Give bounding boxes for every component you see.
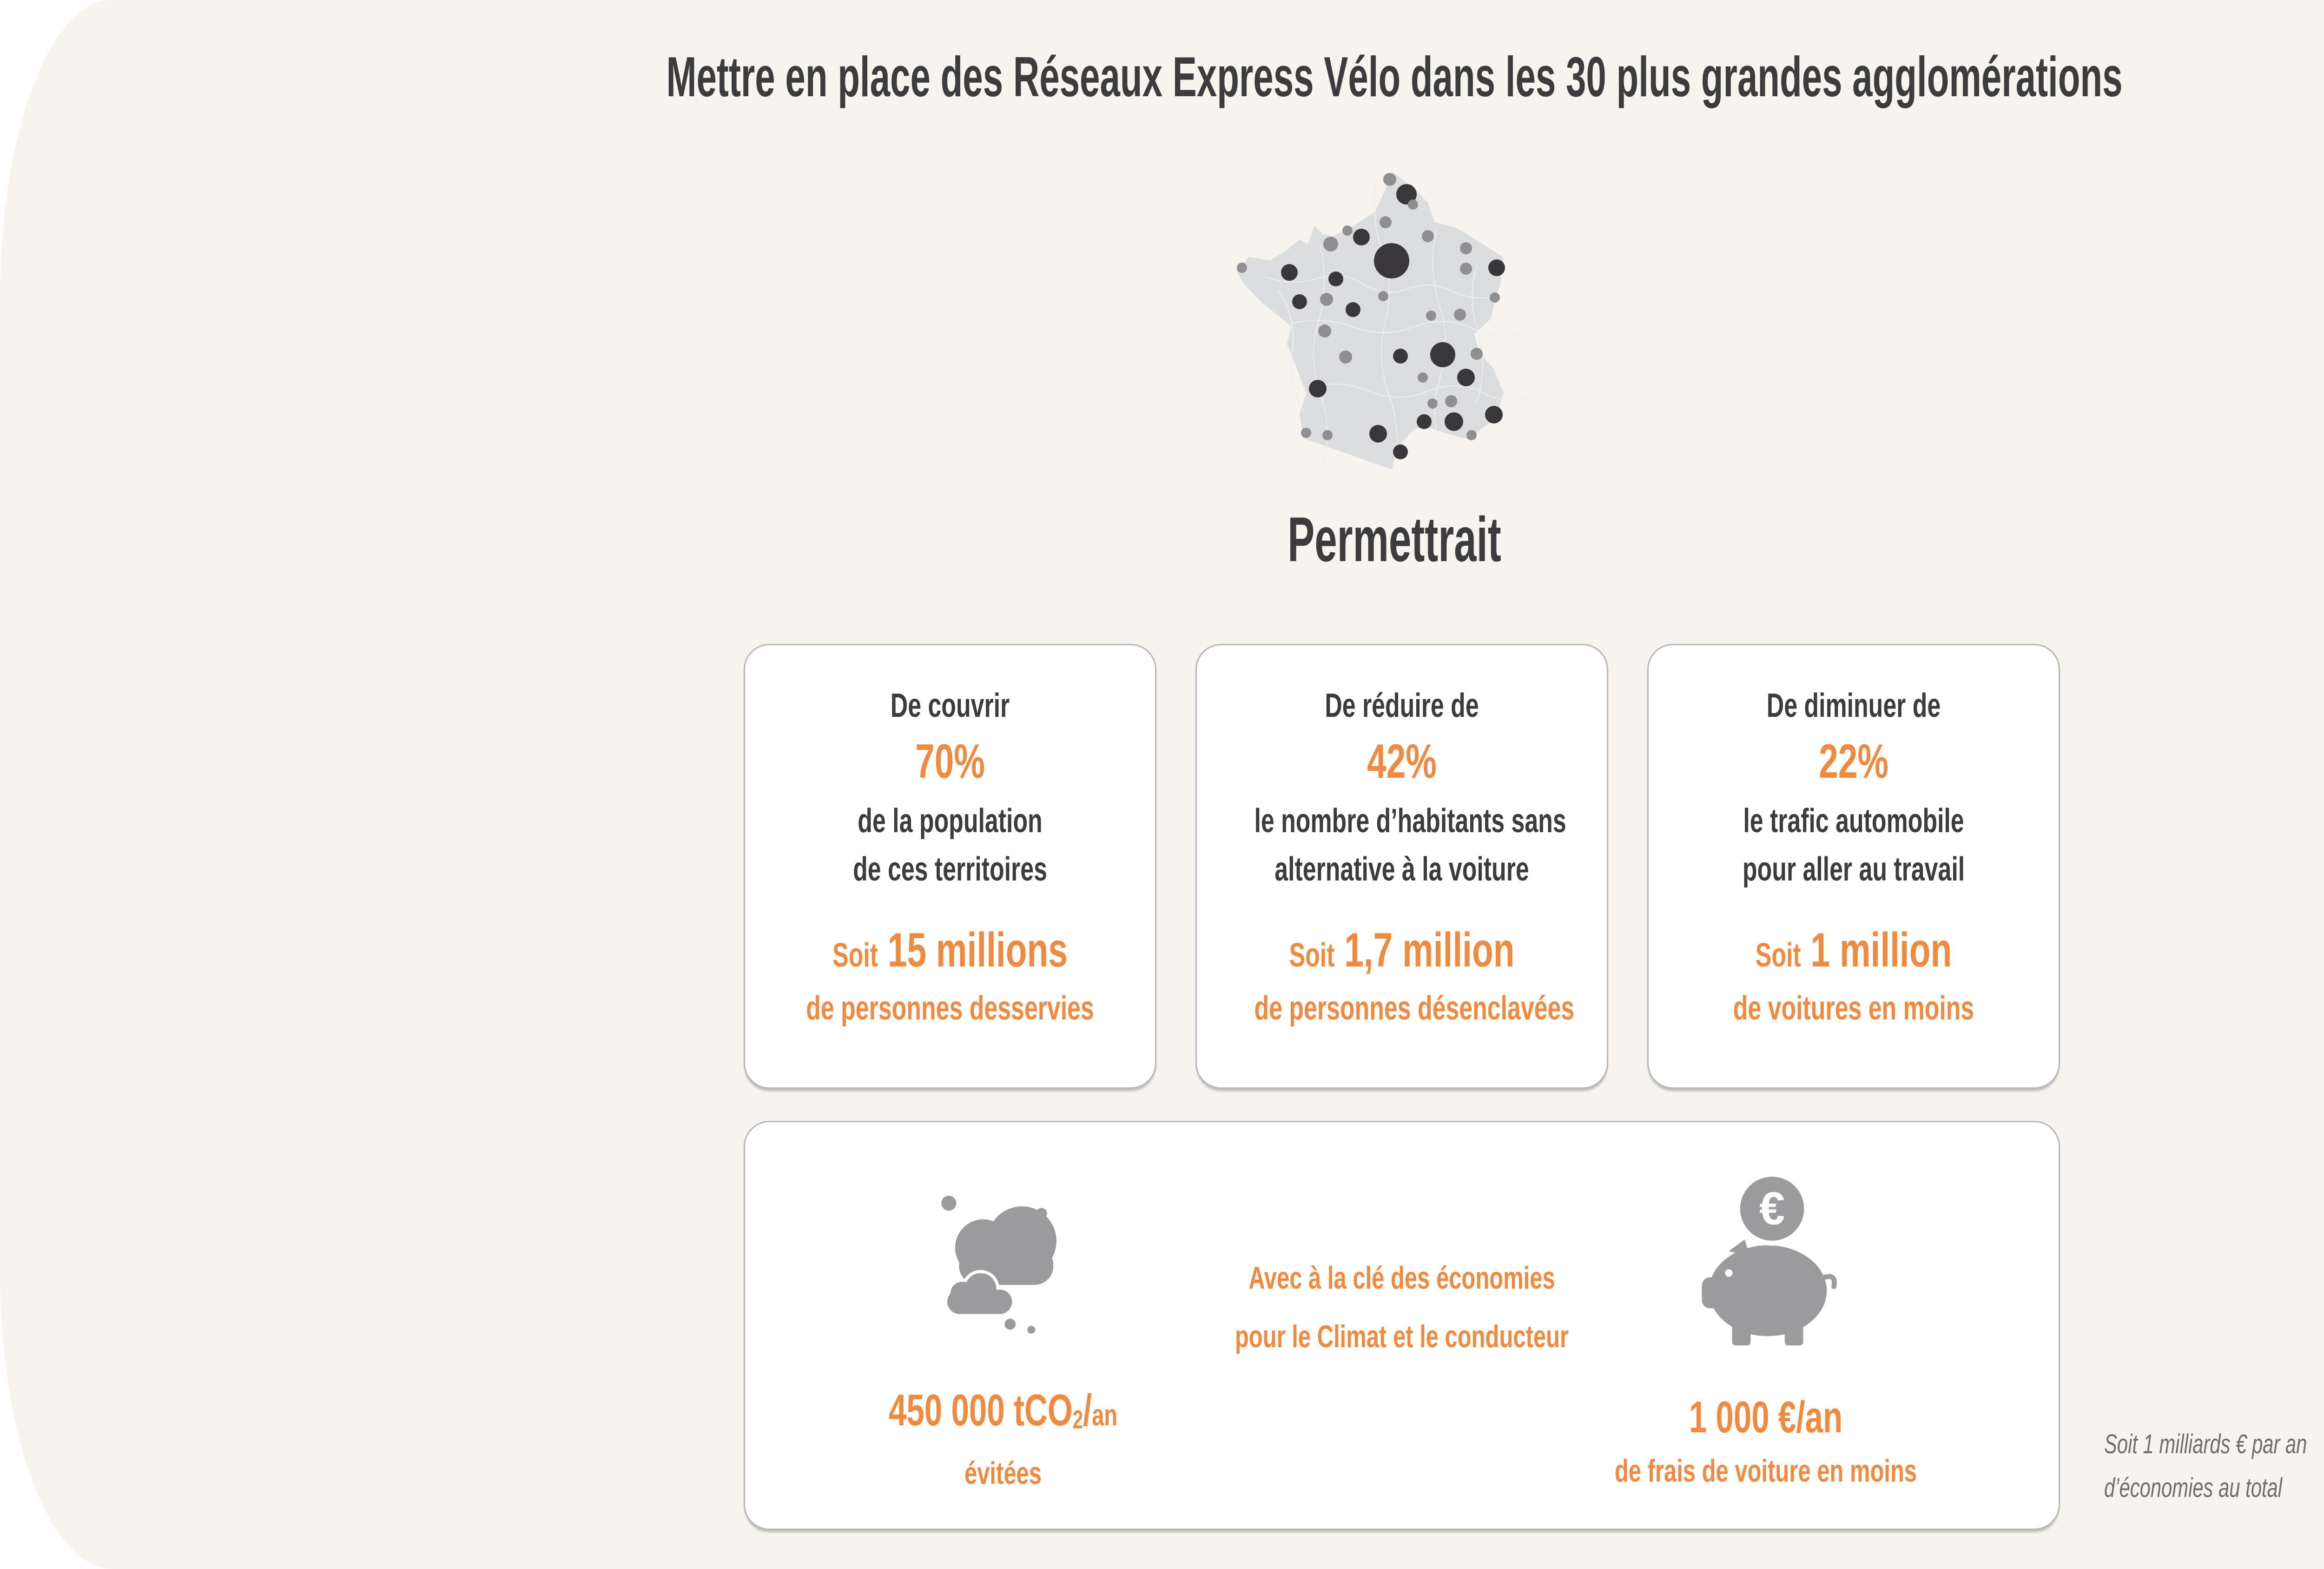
france-outline: [1236, 172, 1504, 470]
city-dot: [1237, 263, 1247, 273]
card-soit-desc: de voitures en moins: [1733, 990, 1974, 1027]
money-column: € 1 000 €/an de frais de voiture en moin…: [1533, 1122, 1998, 1492]
co2-desc: évitées: [964, 1455, 1042, 1491]
city-dot: [1393, 349, 1408, 364]
france-map: [1236, 170, 1530, 477]
soit-prefix: Soit: [1755, 937, 1801, 974]
city-dot: [1488, 259, 1505, 276]
city-dot: [1393, 444, 1408, 459]
city-dot: [1301, 428, 1311, 438]
card-soit-desc: de personnes désenclavées: [1254, 990, 1575, 1027]
city-dot: [1383, 173, 1396, 186]
city-dot: [1417, 414, 1432, 429]
city-dot: [1323, 237, 1338, 252]
city-dot: [1318, 324, 1331, 338]
department-borders: [1264, 183, 1530, 468]
soit-prefix: Soit: [832, 937, 878, 974]
city-dot: [1408, 199, 1418, 210]
page-title: Mettre en place des Réseaux Express Vélo…: [666, 45, 2123, 108]
card-soit-desc: de personnes desservies: [806, 990, 1094, 1027]
city-dot: [1460, 242, 1472, 254]
map-dots: [1237, 173, 1505, 459]
economy-card: 450 000 tCO2/an évitées Avec à la clé de…: [744, 1121, 2060, 1530]
soit-prefix: Soit: [1289, 937, 1335, 974]
city-dot: [1353, 229, 1370, 245]
city-dot: [1322, 430, 1333, 440]
footnote-line2: d’économies au total: [2104, 1473, 2283, 1503]
city-dot: [1426, 311, 1436, 321]
city-dot: [1369, 425, 1387, 443]
city-dot: [1418, 372, 1428, 383]
city-dot: [1292, 294, 1307, 309]
city-dot: [1281, 264, 1298, 281]
card-desc: alternative à la voiture: [1274, 851, 1529, 888]
card-desc: pour aller au travail: [1742, 851, 1965, 888]
card-intro: De réduire de: [1325, 687, 1479, 724]
city-dot: [1466, 430, 1477, 440]
footnote-line1: Soit 1 milliards € par an: [2104, 1429, 2307, 1459]
footnote: Soit 1 milliards € par an d’économies au…: [2104, 1423, 2324, 1510]
city-dot: [1445, 412, 1463, 431]
money-desc: de frais de voiture en moins: [1614, 1453, 1917, 1489]
permettrait-heading: Permettrait: [1287, 504, 1501, 575]
city-dot: [1346, 302, 1360, 317]
benefit-cards-row: De couvrir 70% de la population de ces t…: [744, 644, 2060, 1089]
city-dot: [1339, 351, 1352, 364]
city-dot: [1460, 263, 1472, 275]
city-dot: [1320, 293, 1333, 306]
euro-icon: €: [1759, 1183, 1785, 1234]
card-soit: Soit 1,7 million: [1254, 920, 1549, 986]
card-intro: De couvrir: [890, 687, 1010, 724]
city-dot: [1427, 398, 1438, 409]
city-dot: [1378, 291, 1388, 301]
economies-line2: pour le Climat et le conducteur: [1235, 1319, 1569, 1354]
city-dot: [1328, 271, 1343, 286]
card-desc: de la population: [858, 802, 1043, 840]
city-dot: [1485, 406, 1503, 424]
card-stat: 42%: [1367, 735, 1437, 788]
card-soit: Soit 1 million: [1706, 920, 2001, 986]
city-dot: [1471, 348, 1483, 360]
france-map-svg: [1236, 172, 1530, 470]
benefit-card-coverage: De couvrir 70% de la population de ces t…: [744, 644, 1156, 1089]
city-dot: [1396, 184, 1417, 205]
benefit-card-traffic: De diminuer de 22% le trafic automobile …: [1647, 644, 2060, 1089]
card-soit: Soit 15 millions: [802, 920, 1097, 986]
city-dot: [1490, 292, 1500, 303]
benefit-card-access: De réduire de 42% le nombre d’habitants …: [1195, 644, 1608, 1089]
city-dot: [1457, 369, 1475, 386]
card-desc: le trafic automobile: [1743, 802, 1964, 840]
card-stat: 70%: [915, 735, 985, 788]
card-desc: de ces territoires: [853, 851, 1047, 888]
co2-value: 450 000 tCO2/an: [888, 1385, 1118, 1435]
co2-column: 450 000 tCO2/an évitées: [782, 1122, 1224, 1494]
card-intro: De diminuer de: [1766, 687, 1941, 724]
city-dot: [1309, 380, 1327, 397]
soit-value: 1,7 million: [1344, 923, 1515, 977]
city-dot: [1374, 243, 1409, 278]
economies-text: Avec à la clé des économies pour le Clim…: [929, 1249, 1875, 1366]
city-dot: [1422, 230, 1434, 242]
piggy-bank-icon: €: [1702, 1172, 1837, 1345]
soit-value: 1 million: [1810, 923, 1952, 977]
card-desc: le nombre d’habitants sans: [1254, 802, 1566, 840]
city-dot: [1430, 342, 1455, 367]
card-stat: 22%: [1819, 735, 1888, 788]
co2-cloud-icon: [941, 1196, 1056, 1334]
city-dot: [1454, 309, 1466, 321]
economies-line1: Avec à la clé des économies: [1248, 1260, 1555, 1296]
city-dot: [1445, 395, 1457, 407]
city-dot: [1342, 225, 1353, 236]
soit-value: 15 millions: [887, 923, 1068, 977]
city-dot: [1380, 216, 1392, 228]
money-value: 1 000 €/an: [1689, 1392, 1843, 1442]
